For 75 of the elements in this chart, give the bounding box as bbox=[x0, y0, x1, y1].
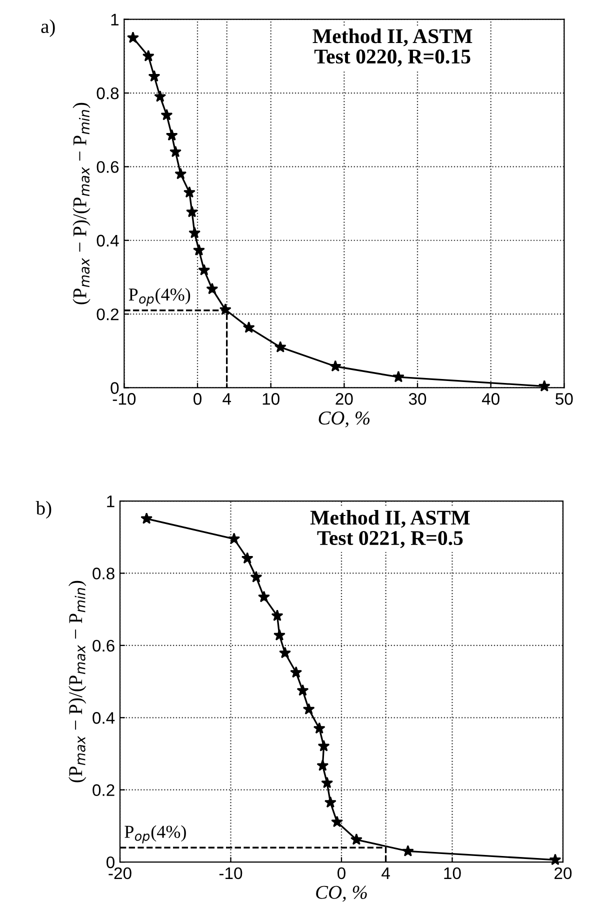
point bbox=[279, 646, 291, 658]
point bbox=[174, 168, 187, 180]
x-tick-label: -20 bbox=[108, 867, 132, 880]
point bbox=[271, 610, 284, 622]
y-tick-label: 0 bbox=[110, 382, 119, 394]
point bbox=[140, 512, 153, 524]
point bbox=[316, 759, 329, 771]
point bbox=[192, 244, 205, 256]
x-axis-title: CO, % bbox=[318, 411, 370, 428]
point bbox=[258, 590, 270, 602]
point bbox=[350, 833, 362, 845]
point bbox=[242, 321, 255, 333]
x-tick-label: -10 bbox=[219, 867, 242, 880]
y-tick-label: 0.4 bbox=[92, 712, 115, 724]
y-tick-label: 0.2 bbox=[96, 308, 118, 320]
point bbox=[206, 282, 218, 294]
point bbox=[290, 666, 302, 678]
point bbox=[318, 740, 330, 752]
y-tick-label: 0.2 bbox=[92, 784, 114, 796]
y-axis-title: (P$_{max}$ − P)/(P$_{max}$ − P$_{min}$) bbox=[68, 580, 86, 782]
point bbox=[170, 146, 182, 158]
point bbox=[188, 226, 201, 238]
point bbox=[313, 722, 326, 734]
y-tick-label: 0.4 bbox=[96, 234, 119, 247]
point bbox=[183, 186, 196, 198]
x-tick-label: 0 bbox=[194, 393, 202, 405]
point bbox=[228, 532, 240, 544]
y-tick-label: 1 bbox=[107, 496, 114, 508]
point bbox=[549, 854, 562, 866]
x-tick-label: 30 bbox=[408, 393, 426, 405]
x-tick-label: -10 bbox=[112, 393, 136, 405]
text: b) bbox=[36, 501, 52, 519]
x-tick-label: 4 bbox=[382, 868, 390, 879]
point bbox=[250, 570, 262, 582]
point bbox=[186, 206, 198, 218]
x-axis-title: CO, % bbox=[316, 886, 367, 902]
point bbox=[324, 796, 336, 808]
point bbox=[274, 340, 286, 352]
point bbox=[154, 90, 166, 102]
y-axis-title: (P$_{max}$ − P)/(P$_{max}$ − P$_{min}$) bbox=[72, 102, 90, 304]
y-tick-label: 0.6 bbox=[96, 161, 119, 173]
point bbox=[166, 129, 178, 141]
point bbox=[198, 264, 210, 276]
y-tick-label: 0 bbox=[106, 856, 114, 868]
point bbox=[302, 703, 315, 715]
y-tick-label: 0.8 bbox=[92, 568, 114, 580]
x-tick-label: 10 bbox=[444, 867, 461, 880]
x-tick-label: 0 bbox=[338, 867, 346, 880]
annotation: P$_{op}$(4%) bbox=[124, 825, 186, 844]
point bbox=[296, 684, 309, 696]
point bbox=[241, 552, 254, 564]
point bbox=[402, 844, 414, 856]
x-tick-label: 10 bbox=[262, 393, 280, 405]
point bbox=[160, 108, 173, 120]
text: a) bbox=[41, 19, 55, 37]
point bbox=[321, 776, 334, 788]
text: Method II, ASTM Test 0221, R=0.5 bbox=[310, 510, 470, 548]
x-tick-label: 4 bbox=[222, 393, 231, 405]
x-tick-label: 40 bbox=[482, 393, 500, 405]
point bbox=[329, 360, 342, 372]
y-tick-label: 1 bbox=[111, 14, 118, 26]
text: Method II, ASTM Test 0220, R=0.15 bbox=[312, 28, 472, 67]
point bbox=[273, 629, 286, 641]
y-tick-label: 0.8 bbox=[96, 87, 119, 100]
point bbox=[148, 70, 160, 82]
point bbox=[331, 816, 344, 828]
x-tick-label: 20 bbox=[554, 867, 572, 880]
point bbox=[126, 32, 139, 43]
x-tick-label: 20 bbox=[336, 393, 353, 405]
y-tick-label: 0.6 bbox=[92, 640, 114, 652]
annotation: P$_{op}$(4%) bbox=[128, 288, 190, 306]
point bbox=[142, 50, 154, 62]
x-tick-label: 50 bbox=[556, 393, 573, 405]
point bbox=[392, 370, 404, 382]
point bbox=[538, 380, 550, 392]
